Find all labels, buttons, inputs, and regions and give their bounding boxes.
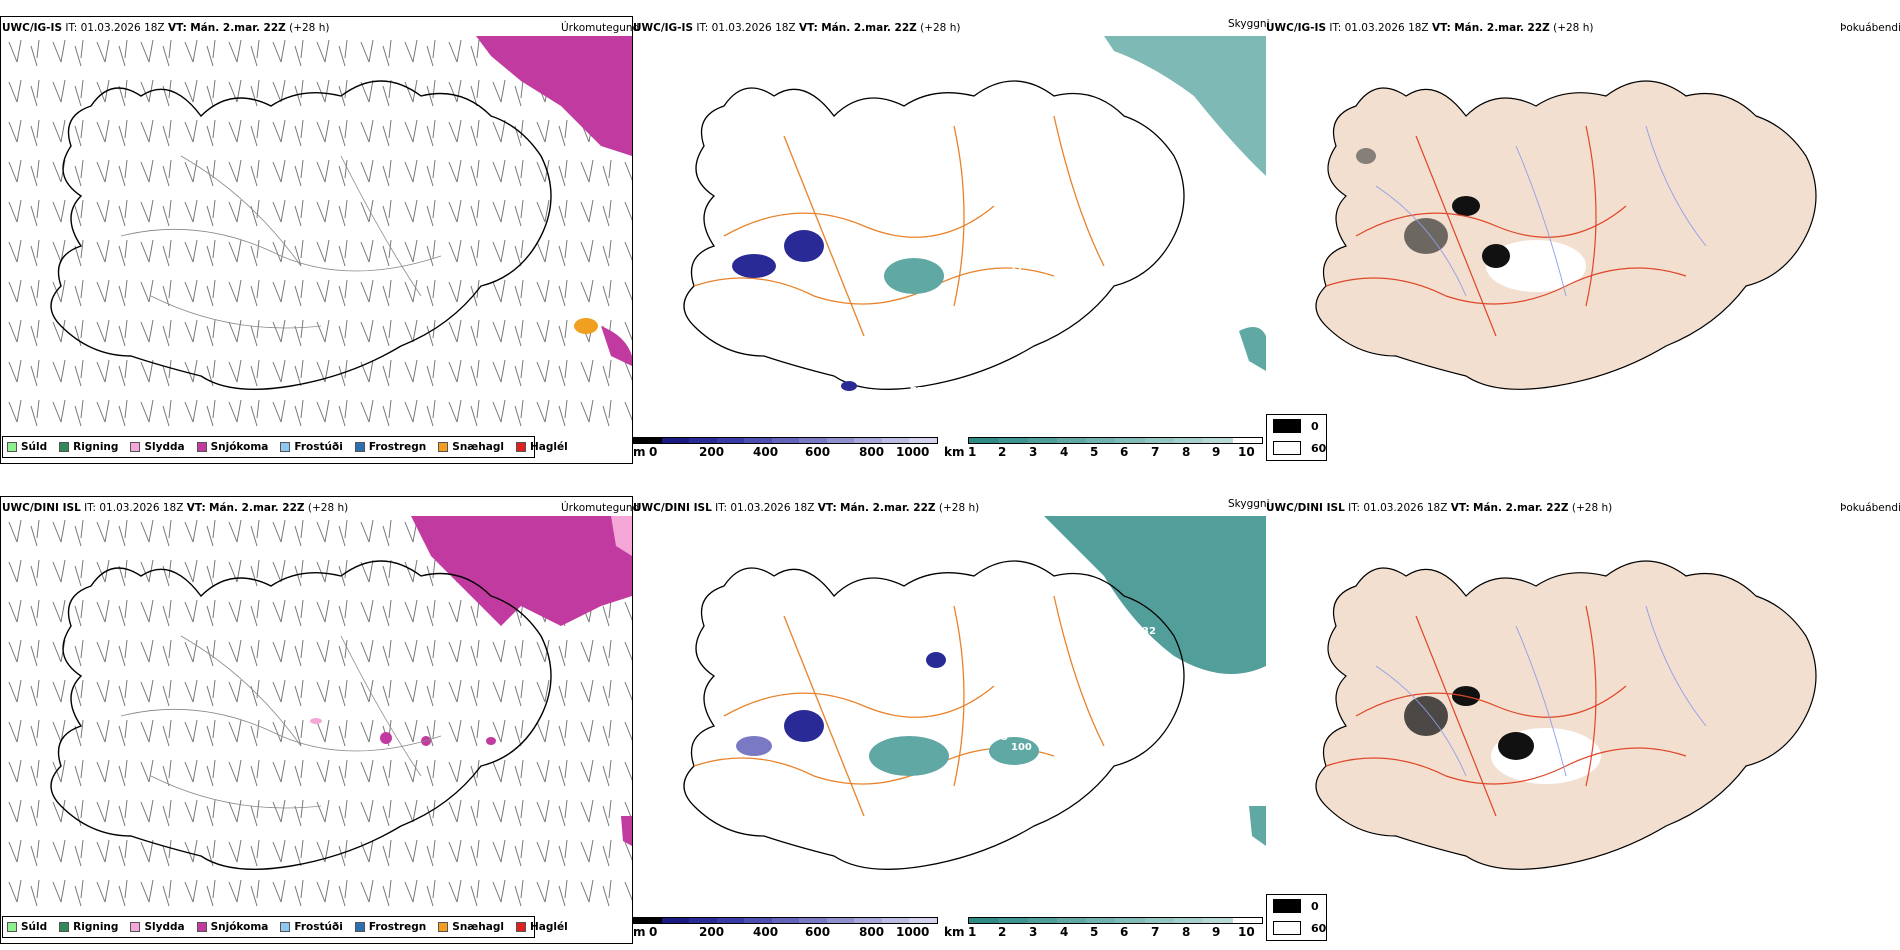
panel-title: Úrkomutegund [561, 22, 640, 34]
legend-item: Frostregn [354, 441, 426, 453]
colorbar-tick: 10 [1238, 925, 1255, 939]
precip-map-frame [0, 16, 633, 464]
panel-header: UWC/DINI ISL IT: 01.03.2026 18Z VT: Mán.… [1266, 502, 1613, 514]
colorbar-tick: 800 [859, 445, 885, 459]
colorbar-tick: 9 [1212, 445, 1221, 459]
elevation-label: 55 [994, 732, 1008, 743]
elevation-label: 77 [910, 386, 924, 397]
precip-legend: Súld Rigning Slydda Snjókoma Frostúði Fr… [2, 436, 568, 458]
elevation-label: 32 [1142, 626, 1156, 637]
colorbar-tick: 1 [968, 445, 977, 459]
colorbar-tick: 9 [1212, 925, 1221, 939]
panel-header: UWC/IG-IS IT: 01.03.2026 18Z VT: Mán. 2.… [1266, 22, 1594, 34]
colorbar-tick: 5 [1090, 445, 1099, 459]
precip-legend: Súld Rigning Slydda Snjókoma Frostúði Fr… [2, 916, 568, 938]
panel-header: UWC/DINI ISL IT: 01.03.2026 18Z VT: Mán.… [2, 502, 349, 514]
panel-header: UWC/IG-IS IT: 01.03.2026 18Z VT: Mán. 2.… [2, 22, 330, 34]
colorbar-tick: 1 [968, 925, 977, 939]
legend-item: Slydda [130, 921, 185, 933]
elevation-label: 30 [895, 246, 909, 257]
legend-item: Snjókoma [196, 921, 268, 933]
panel-header: UWC/IG-IS IT: 01.03.2026 18Z VT: Mán. 2.… [633, 22, 961, 34]
colorbar-tick: 200 [699, 445, 725, 459]
elevation-label: 12 [1054, 262, 1068, 273]
elevation-label: 17 [1010, 262, 1024, 273]
visibility-map [683, 36, 1266, 391]
precip-map [1, 36, 632, 431]
panel-title: Úrkomutegund [561, 502, 640, 514]
fog-legend: 0 60 [1266, 894, 1327, 941]
visibility-map [683, 516, 1266, 870]
legend-item: Haglél [515, 921, 568, 933]
fog-legend: 0 60 [1266, 414, 1327, 461]
colorbar-tick: 10 [1238, 445, 1255, 459]
precip-map-frame [0, 496, 633, 944]
row-2: UWC/DINI ISL IT: 01.03.2026 18Z VT: Mán.… [0, 480, 1900, 950]
elevation-label: 81 [942, 720, 956, 731]
height-colorbar: m 0 200 400 600 800 1000 [633, 437, 938, 459]
panel-title: Þokuábendi [1840, 502, 1900, 514]
elevation-label: 21 [872, 262, 886, 273]
legend-item: Súld [7, 921, 47, 933]
legend-item: Snæhagl [438, 921, 504, 933]
colorbar-tick: 4 [1060, 445, 1069, 459]
row-1: UWC/IG-IS IT: 01.03.2026 18Z VT: Mán. 2.… [0, 0, 1900, 470]
colorbar-tick: 400 [753, 925, 779, 939]
colorbar-tick: 1000 [896, 925, 930, 939]
elevation-label: 82 [942, 246, 956, 257]
colorbar-tick: 8 [1182, 925, 1191, 939]
panel-title: Þokuábendi [1840, 22, 1900, 34]
colorbar-tick: 4 [1060, 925, 1069, 939]
elevation-label: 100 [1011, 742, 1032, 753]
panel-title: Skyggni [1228, 498, 1270, 510]
visibility-colorbar: km 1 2 3 4 5 6 7 8 9 10 [944, 917, 1264, 939]
panel-title: Skyggni [1228, 18, 1270, 30]
height-colorbar: m 0 200 400 600 800 1000 [633, 917, 938, 939]
legend-item: Frostregn [354, 921, 426, 933]
legend-item: Snjókoma [196, 441, 268, 453]
colorbar-tick: 7 [1151, 445, 1160, 459]
visibility-colorbar: km 1 2 3 4 5 6 7 8 9 10 [944, 437, 1264, 459]
colorbar-unit: km [944, 445, 965, 459]
legend-item: Slydda [130, 441, 185, 453]
colorbar-tick: 0 [649, 445, 658, 459]
colorbar-tick: 600 [805, 445, 831, 459]
colorbar-tick: 8 [1182, 445, 1191, 459]
legend-item: Frostúði [280, 441, 343, 453]
colorbar-tick: 6 [1120, 925, 1129, 939]
colorbar-tick: 2 [998, 925, 1007, 939]
legend-item: Haglél [515, 441, 568, 453]
legend-item: Snæhagl [438, 441, 504, 453]
colorbar-tick: 1000 [896, 445, 930, 459]
fog-map [1315, 560, 1817, 870]
elevation-label: 110 [1053, 742, 1074, 753]
panel-header: UWC/DINI ISL IT: 01.03.2026 18Z VT: Mán.… [633, 502, 980, 514]
colorbar-tick: 600 [805, 925, 831, 939]
colorbar-tick: 2 [998, 445, 1007, 459]
colorbar-unit: km [944, 925, 965, 939]
colorbar-unit: m [633, 445, 646, 459]
elevation-label: 46 [1117, 742, 1131, 753]
legend-item: Rigning [59, 921, 118, 933]
colorbar-tick: 7 [1151, 925, 1160, 939]
colorbar-tick: 400 [753, 445, 779, 459]
legend-item: Súld [7, 441, 47, 453]
colorbar-tick: 3 [1029, 925, 1038, 939]
colorbar-tick: 6 [1120, 445, 1129, 459]
colorbar-tick: 200 [699, 925, 725, 939]
colorbar-tick: 3 [1029, 445, 1038, 459]
fog-map [1315, 80, 1817, 390]
legend-item: Rigning [59, 441, 118, 453]
colorbar-tick: 0 [649, 925, 658, 939]
legend-item: Frostúði [280, 921, 343, 933]
colorbar-tick: 5 [1090, 925, 1099, 939]
colorbar-unit: m [633, 925, 646, 939]
iceland-outline [50, 80, 552, 390]
precip-map [1, 516, 632, 911]
colorbar-tick: 800 [859, 925, 885, 939]
